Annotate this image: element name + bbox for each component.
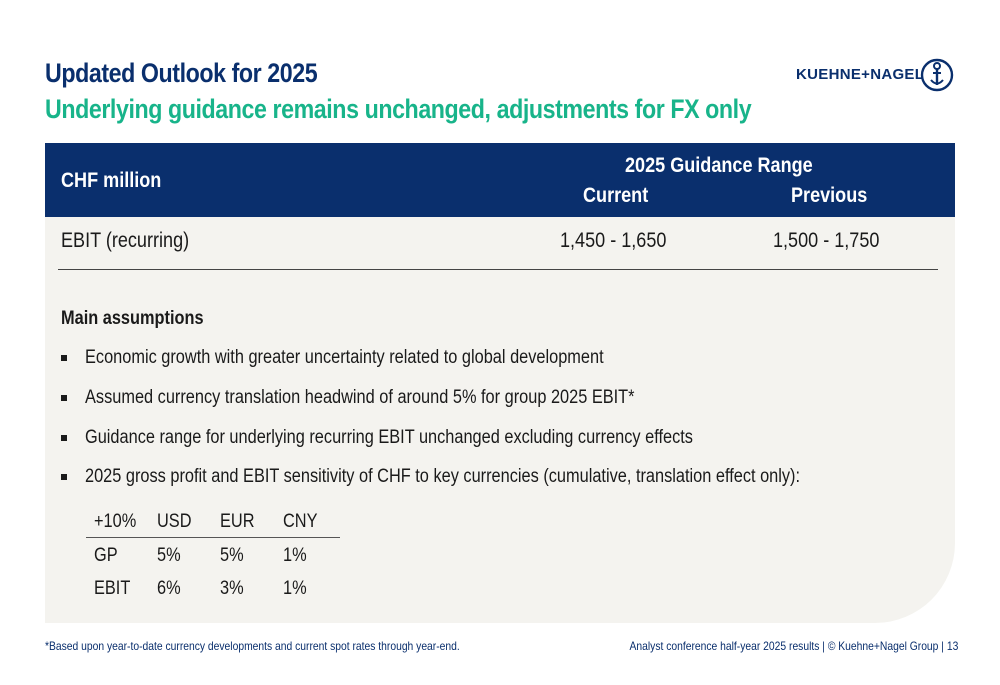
footnote: *Based upon year-to-date currency develo… (45, 639, 460, 653)
slide-subtitle: Underlying guidance remains unchanged, a… (45, 94, 752, 124)
sensitivity-cell: 1% (283, 578, 307, 599)
table-row-label: EBIT (recurring) (61, 229, 190, 252)
previous-column-header: Previous (791, 184, 868, 207)
sensitivity-divider (86, 537, 340, 538)
assumption-text: Guidance range for underlying recurring … (85, 427, 693, 448)
slide-title: Updated Outlook for 2025 (45, 58, 318, 88)
sensitivity-cell: GP (94, 545, 118, 566)
unit-header: CHF million (61, 169, 162, 192)
sensitivity-header-cell: USD (157, 511, 192, 532)
sensitivity-header-cell: EUR (220, 511, 255, 532)
table-row-previous: 1,500 - 1,750 (773, 229, 880, 252)
bullet-icon (61, 355, 67, 361)
assumptions-title: Main assumptions (61, 308, 204, 329)
sensitivity-cell: 3% (220, 578, 244, 599)
company-logo: KUEHNE+NAGEL (796, 56, 958, 94)
assumption-text: Assumed currency translation headwind of… (85, 387, 635, 408)
sensitivity-cell: 5% (220, 545, 244, 566)
bullet-icon (61, 395, 67, 401)
table-row-current: 1,450 - 1,650 (560, 229, 667, 252)
assumption-item: Assumed currency translation headwind of… (61, 387, 941, 411)
anchor-icon (920, 58, 954, 92)
assumption-item: Guidance range for underlying recurring … (61, 427, 941, 451)
logo-wordmark: KUEHNE+NAGEL (796, 66, 925, 83)
assumption-text: Economic growth with greater uncertainty… (85, 347, 604, 368)
sensitivity-cell: EBIT (94, 578, 131, 599)
assumption-item: 2025 gross profit and EBIT sensitivity o… (61, 466, 941, 490)
current-column-header: Current (583, 184, 649, 207)
range-header: 2025 Guidance Range (625, 154, 813, 177)
sensitivity-cell: 6% (157, 578, 181, 599)
bullet-icon (61, 474, 67, 480)
sensitivity-cell: 1% (283, 545, 307, 566)
table-divider (58, 269, 938, 270)
sensitivity-cell: 5% (157, 545, 181, 566)
assumption-item: Economic growth with greater uncertainty… (61, 347, 941, 371)
sensitivity-header-cell: CNY (283, 511, 318, 532)
sensitivity-header-cell: +10% (94, 511, 137, 532)
assumption-text: 2025 gross profit and EBIT sensitivity o… (85, 466, 801, 487)
content-panel (45, 143, 955, 623)
table-header: CHF million 2025 Guidance Range Current … (45, 143, 955, 217)
bullet-icon (61, 435, 67, 441)
footer-source: Analyst conference half-year 2025 result… (629, 639, 958, 653)
